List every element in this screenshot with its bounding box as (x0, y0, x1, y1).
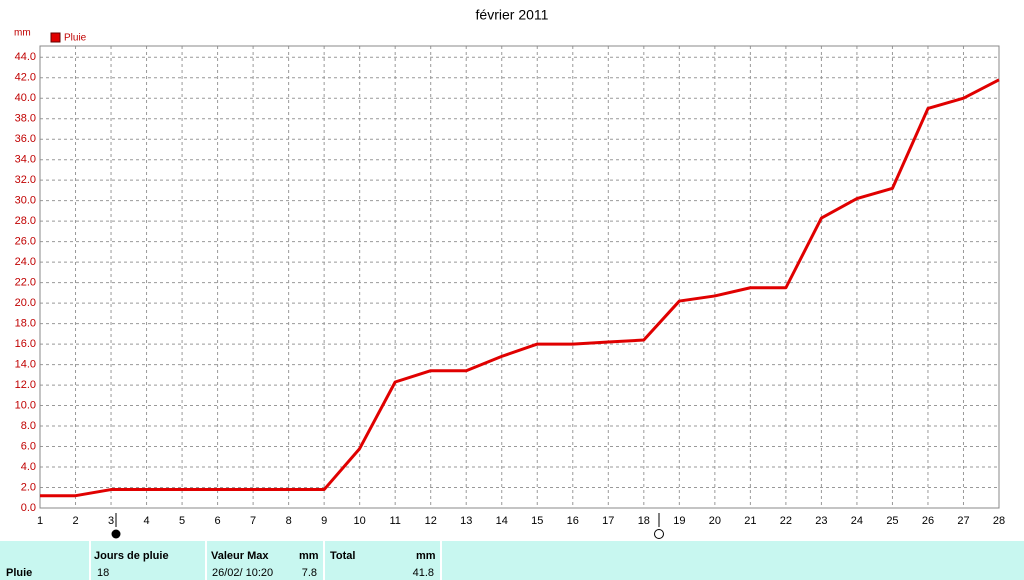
x-tick-label: 3 (108, 515, 114, 527)
x-tick-label: 10 (354, 515, 366, 527)
x-tick-label: 11 (389, 515, 400, 527)
y-tick-label: 4.0 (21, 461, 36, 473)
plot-frame (39, 45, 1000, 509)
x-tick-label: 18 (638, 515, 650, 527)
x-tick-label: 5 (179, 515, 185, 527)
y-tick-label: 6.0 (21, 440, 36, 452)
chart-title: février 2011 (476, 7, 549, 23)
x-tick-label: 27 (957, 515, 969, 527)
x-tick-label: 1 (37, 515, 43, 527)
summary-band (0, 541, 1024, 580)
y-tick-label: 14.0 (15, 358, 36, 370)
table-cell: 18 (97, 567, 109, 579)
table-header: Total (330, 550, 355, 562)
table-header: mm (416, 550, 436, 562)
y-unit: mm (14, 28, 31, 39)
y-tick-label: 42.0 (15, 72, 36, 84)
y-tick-label: 0.0 (21, 502, 36, 514)
x-tick-label: 26 (922, 515, 934, 527)
x-tick-label: 24 (851, 515, 863, 527)
new-moon-icon (654, 529, 664, 539)
x-tick-label: 25 (886, 515, 898, 527)
table-header: mm (299, 550, 319, 562)
table-cell: 41.8 (413, 567, 434, 579)
x-tick-label: 7 (250, 515, 256, 527)
x-tick-label: 13 (460, 515, 472, 527)
table-cell: 26/02/ 10:20 (212, 567, 273, 579)
y-tick-label: 18.0 (15, 318, 36, 330)
x-tick-label: 15 (531, 515, 543, 527)
x-tick-label: 12 (425, 515, 437, 527)
y-tick-label: 38.0 (15, 113, 36, 125)
x-tick-label: 16 (567, 515, 579, 527)
y-tick-label: 24.0 (15, 256, 36, 268)
y-tick-label: 16.0 (15, 338, 36, 350)
y-tick-label: 34.0 (15, 154, 36, 166)
x-tick-label: 21 (744, 515, 756, 527)
x-tick-label: 22 (780, 515, 792, 527)
x-tick-label: 14 (496, 515, 508, 527)
table-header: Valeur Max (211, 550, 269, 562)
x-tick-label: 20 (709, 515, 721, 527)
x-tick-label: 4 (143, 515, 149, 527)
table-row-label: Pluie (6, 567, 32, 579)
full-moon-icon (111, 529, 121, 539)
table-cell: 7.8 (302, 567, 317, 579)
y-tick-label: 22.0 (15, 277, 36, 289)
x-tick-label: 2 (72, 515, 78, 527)
table-header: Jours de pluie (94, 550, 169, 562)
grid (39, 46, 1000, 509)
y-tick-label: 20.0 (15, 297, 36, 309)
legend-swatch (50, 32, 61, 43)
y-tick-label: 26.0 (15, 236, 36, 248)
x-tick-label: 6 (215, 515, 221, 527)
data-line (40, 78, 1000, 498)
y-tick-label: 12.0 (15, 379, 36, 391)
x-tick-label: 17 (602, 515, 614, 527)
y-tick-label: 32.0 (15, 174, 36, 186)
legend-label: Pluie (64, 33, 87, 44)
x-tick-label: 23 (815, 515, 827, 527)
x-tick-label: 19 (673, 515, 685, 527)
y-tick-label: 30.0 (15, 195, 36, 207)
x-tick-label: 8 (286, 515, 292, 527)
y-tick-label: 10.0 (15, 399, 36, 411)
x-tick-label: 9 (321, 515, 327, 527)
y-tick-label: 2.0 (21, 481, 36, 493)
y-tick-label: 44.0 (15, 51, 36, 63)
y-tick-label: 40.0 (15, 92, 36, 104)
y-tick-label: 8.0 (21, 420, 36, 432)
x-tick-label: 28 (993, 515, 1005, 527)
y-tick-label: 36.0 (15, 133, 36, 145)
y-tick-label: 28.0 (15, 215, 36, 227)
